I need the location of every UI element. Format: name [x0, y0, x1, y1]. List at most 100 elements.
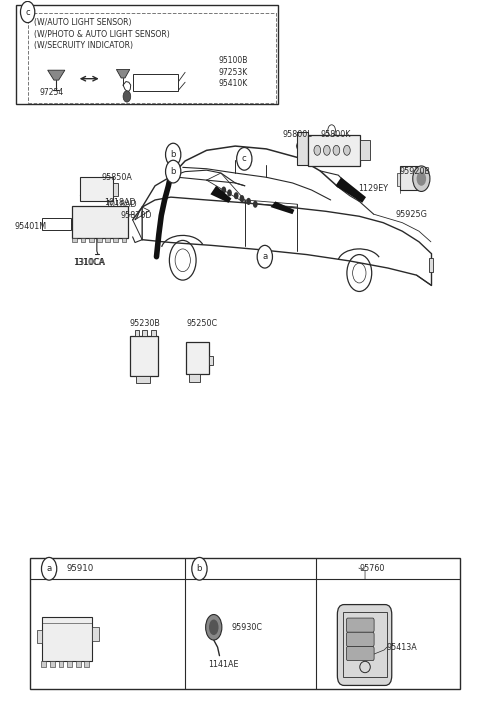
Polygon shape — [271, 201, 294, 214]
FancyBboxPatch shape — [92, 627, 99, 642]
FancyBboxPatch shape — [89, 238, 94, 242]
FancyBboxPatch shape — [134, 330, 139, 336]
Circle shape — [221, 187, 226, 194]
Text: 95870D: 95870D — [120, 211, 152, 220]
FancyBboxPatch shape — [297, 132, 308, 164]
Text: 1018AD: 1018AD — [106, 200, 137, 209]
Text: c: c — [25, 8, 30, 16]
FancyBboxPatch shape — [41, 661, 46, 667]
Circle shape — [21, 1, 35, 23]
Text: 95910: 95910 — [66, 565, 94, 573]
Polygon shape — [210, 186, 231, 203]
FancyBboxPatch shape — [347, 632, 374, 646]
FancyBboxPatch shape — [308, 135, 360, 166]
Text: 95925G: 95925G — [396, 209, 428, 219]
Circle shape — [413, 166, 430, 192]
FancyBboxPatch shape — [347, 646, 374, 661]
FancyBboxPatch shape — [81, 238, 85, 242]
Circle shape — [257, 246, 273, 268]
Polygon shape — [48, 70, 65, 80]
Text: (W/PHOTO & AUTO LIGHT SENSOR): (W/PHOTO & AUTO LIGHT SENSOR) — [34, 30, 169, 38]
Text: 95410K: 95410K — [218, 79, 248, 88]
Text: a: a — [262, 252, 267, 261]
Text: a: a — [47, 565, 52, 573]
FancyBboxPatch shape — [59, 661, 63, 667]
Circle shape — [240, 195, 244, 202]
Circle shape — [417, 172, 426, 186]
Circle shape — [237, 147, 252, 170]
Text: 95850A: 95850A — [102, 173, 132, 182]
FancyBboxPatch shape — [186, 342, 208, 375]
FancyBboxPatch shape — [396, 173, 400, 186]
FancyBboxPatch shape — [113, 238, 118, 242]
Polygon shape — [116, 70, 130, 78]
FancyBboxPatch shape — [113, 183, 118, 196]
FancyBboxPatch shape — [80, 177, 113, 201]
Text: c: c — [242, 155, 247, 163]
FancyBboxPatch shape — [37, 630, 42, 643]
Text: 97253K: 97253K — [218, 68, 248, 77]
FancyBboxPatch shape — [72, 238, 77, 242]
Text: 95413A: 95413A — [387, 643, 418, 651]
FancyBboxPatch shape — [84, 661, 89, 667]
Circle shape — [246, 198, 251, 205]
Circle shape — [333, 145, 340, 155]
Circle shape — [234, 192, 239, 199]
FancyBboxPatch shape — [105, 238, 110, 242]
Text: 95800L: 95800L — [283, 130, 312, 140]
Text: 95800K: 95800K — [320, 130, 350, 140]
FancyBboxPatch shape — [190, 375, 200, 382]
Ellipse shape — [205, 614, 222, 640]
FancyBboxPatch shape — [42, 617, 92, 661]
Circle shape — [253, 201, 258, 208]
FancyBboxPatch shape — [429, 258, 433, 272]
Circle shape — [324, 145, 330, 155]
Text: 95250C: 95250C — [187, 319, 217, 328]
Text: 95760: 95760 — [360, 564, 384, 572]
FancyBboxPatch shape — [400, 166, 418, 190]
FancyBboxPatch shape — [136, 376, 150, 383]
FancyBboxPatch shape — [50, 661, 55, 667]
Text: b: b — [197, 565, 202, 573]
Text: 95100B: 95100B — [218, 56, 248, 66]
Circle shape — [314, 145, 321, 155]
FancyBboxPatch shape — [72, 206, 128, 238]
FancyBboxPatch shape — [16, 5, 278, 104]
Text: 95401M: 95401M — [15, 222, 47, 231]
Text: 1310CA: 1310CA — [74, 258, 105, 267]
Text: (W/SECRUITY INDICATOR): (W/SECRUITY INDICATOR) — [34, 41, 133, 50]
Circle shape — [344, 145, 350, 155]
FancyBboxPatch shape — [28, 14, 276, 103]
FancyBboxPatch shape — [132, 74, 178, 90]
Circle shape — [166, 143, 181, 166]
Text: (W/AUTO LIGHT SENSOR): (W/AUTO LIGHT SENSOR) — [34, 19, 132, 27]
FancyBboxPatch shape — [142, 330, 147, 336]
FancyBboxPatch shape — [151, 330, 156, 336]
Polygon shape — [336, 177, 366, 203]
Text: 97254: 97254 — [39, 88, 64, 97]
Circle shape — [166, 160, 181, 183]
Text: 1141AE: 1141AE — [208, 659, 239, 669]
Ellipse shape — [209, 619, 218, 635]
FancyBboxPatch shape — [347, 618, 374, 632]
Text: 95920B: 95920B — [400, 167, 431, 176]
FancyBboxPatch shape — [30, 558, 459, 689]
Text: b: b — [170, 167, 176, 176]
FancyBboxPatch shape — [337, 604, 392, 686]
Circle shape — [192, 557, 207, 580]
FancyBboxPatch shape — [121, 238, 126, 242]
FancyBboxPatch shape — [76, 661, 81, 667]
FancyBboxPatch shape — [42, 219, 71, 230]
Text: 95230B: 95230B — [129, 319, 160, 328]
Text: 1018AD: 1018AD — [105, 199, 136, 207]
Text: 1310CA: 1310CA — [73, 258, 104, 267]
Circle shape — [227, 189, 232, 197]
Text: 95930C: 95930C — [232, 623, 263, 632]
FancyBboxPatch shape — [130, 336, 158, 376]
FancyBboxPatch shape — [360, 140, 370, 160]
FancyBboxPatch shape — [97, 238, 102, 242]
FancyBboxPatch shape — [208, 356, 213, 365]
FancyBboxPatch shape — [67, 661, 72, 667]
Text: 1129EY: 1129EY — [359, 184, 388, 193]
Circle shape — [328, 125, 336, 136]
